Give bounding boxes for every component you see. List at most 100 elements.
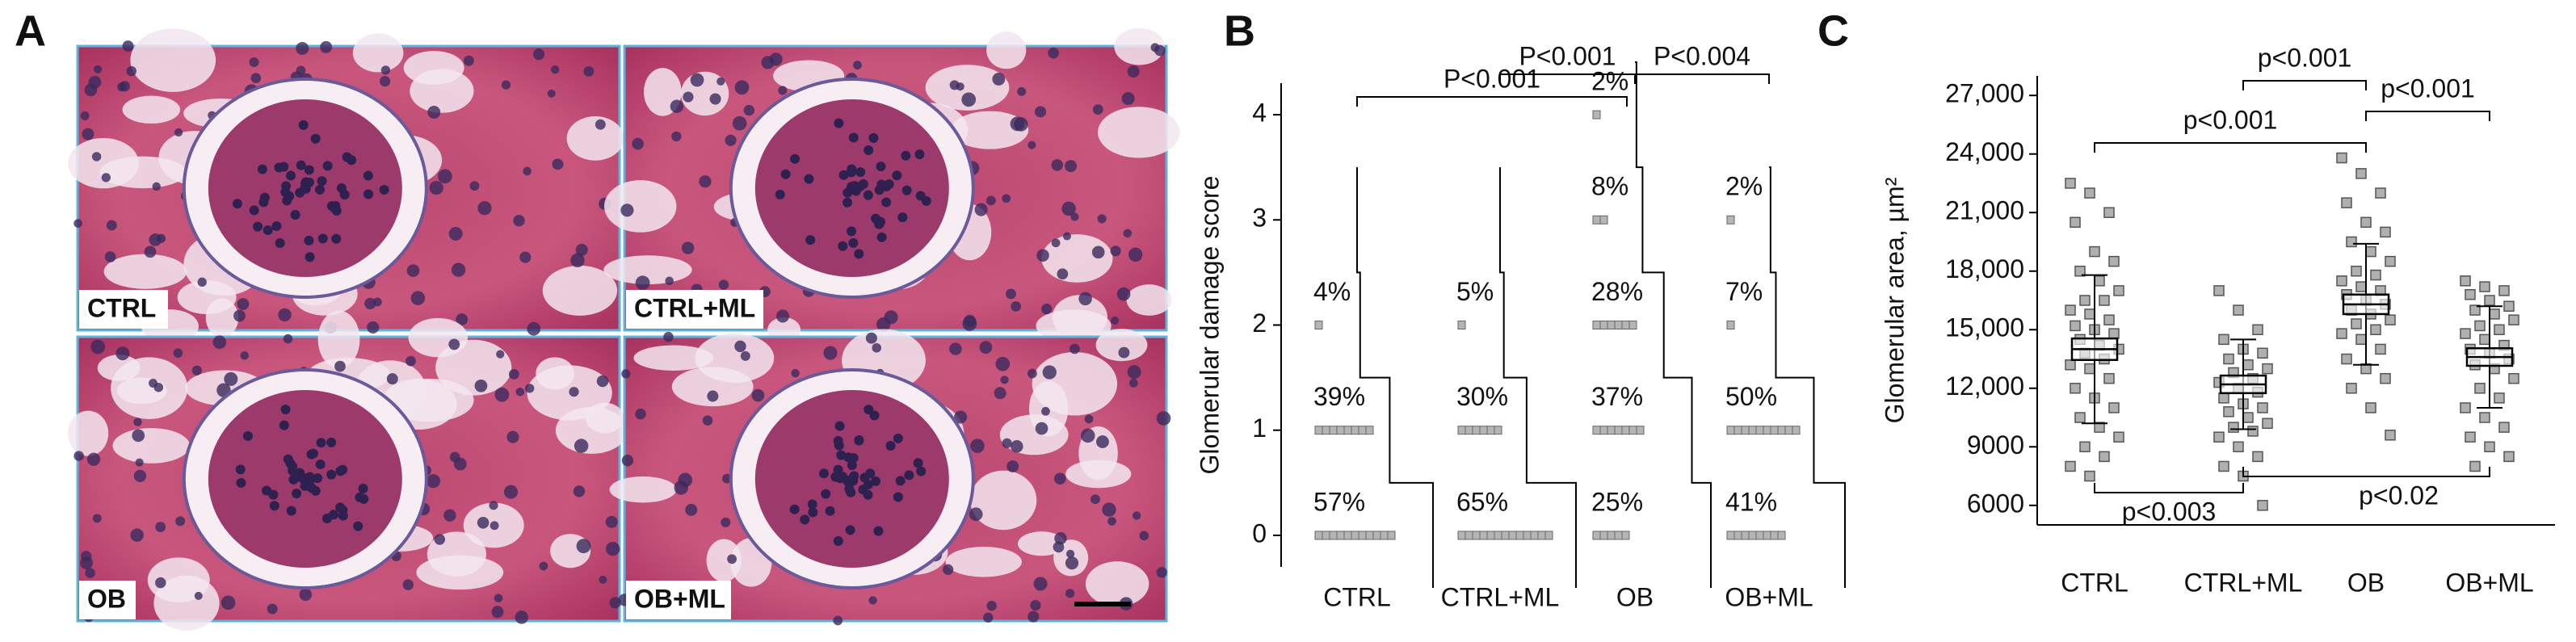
nucleus <box>671 131 682 142</box>
data-point <box>2479 281 2490 292</box>
nucleus <box>212 335 227 350</box>
data-point <box>2460 328 2471 339</box>
nucleus <box>316 438 326 448</box>
square <box>1763 531 1771 540</box>
data-point <box>2084 363 2095 375</box>
nucleus <box>573 485 586 497</box>
data-point <box>2503 300 2515 313</box>
nucleus <box>173 348 183 358</box>
nucleus <box>570 253 585 268</box>
significance-label: p<0.02 <box>2359 480 2439 510</box>
nucleus <box>1057 268 1069 280</box>
nucleus <box>808 507 818 518</box>
data-point <box>2336 275 2347 287</box>
nucleus <box>670 99 684 113</box>
data-point <box>2103 314 2115 325</box>
data-point <box>2346 236 2357 248</box>
lumen <box>1085 561 1149 607</box>
data-point <box>2380 226 2391 238</box>
nucleus <box>233 309 246 322</box>
nucleus <box>583 66 595 77</box>
nucleus <box>1121 91 1135 106</box>
significance-bracket <box>1634 73 1770 84</box>
square <box>1479 426 1488 435</box>
nucleus <box>1054 472 1066 485</box>
nucleus <box>313 473 323 484</box>
nucleus <box>496 350 505 359</box>
score-row <box>1592 321 1637 329</box>
square <box>1770 531 1779 540</box>
nucleus <box>1000 376 1009 384</box>
data-point <box>2094 275 2105 287</box>
score-row <box>1314 426 1374 435</box>
value-label: 57% <box>1313 487 1365 516</box>
nucleus <box>74 451 84 461</box>
nucleus <box>769 52 783 66</box>
nucleus <box>280 404 291 414</box>
nucleus <box>386 373 398 385</box>
nucleus <box>732 115 747 131</box>
nucleus <box>1006 460 1019 472</box>
nucleus <box>1065 589 1075 598</box>
score-row <box>1457 321 1466 329</box>
x-tick-label: OB <box>2347 568 2385 597</box>
nucleus <box>524 384 535 393</box>
label-box <box>626 290 763 329</box>
square <box>1777 531 1786 540</box>
nucleus <box>775 189 785 199</box>
square <box>1628 321 1637 329</box>
data-point <box>2079 441 2091 453</box>
nucleus <box>448 338 460 350</box>
value-label: 30% <box>1456 382 1508 411</box>
value-label: 65% <box>1456 487 1508 516</box>
lumen <box>986 31 1027 69</box>
nucleus <box>477 517 490 529</box>
data-point <box>2070 320 2081 332</box>
nucleus <box>876 232 887 242</box>
nucleus <box>833 615 843 626</box>
nucleus <box>295 468 305 478</box>
lumen <box>205 298 239 338</box>
nucleus <box>513 215 525 227</box>
data-point <box>2218 334 2229 346</box>
square <box>1755 426 1764 435</box>
square <box>1599 321 1608 329</box>
distribution-outline <box>1635 61 1712 589</box>
nucleus <box>155 577 166 589</box>
data-point <box>2089 245 2100 258</box>
nucleus <box>881 197 892 208</box>
nucleus <box>363 189 374 199</box>
nucleus <box>94 65 103 73</box>
y-tick-label: 1 <box>1252 413 1267 443</box>
lumen <box>695 333 775 383</box>
data-point <box>2242 412 2254 423</box>
lumen <box>122 95 181 124</box>
data-point <box>2108 328 2120 339</box>
nucleus <box>791 368 800 378</box>
nucleus <box>1139 531 1149 541</box>
nucleus <box>501 80 511 90</box>
data-point <box>2070 216 2081 229</box>
y-tick-label: 12,000 <box>1945 371 2024 401</box>
nucleus <box>847 226 857 237</box>
data-point <box>2365 402 2376 413</box>
nucleus <box>969 507 983 522</box>
nucleus <box>380 65 391 75</box>
nucleus <box>275 237 285 248</box>
panel-label: B <box>1224 6 1255 55</box>
nucleus <box>326 437 337 447</box>
score-row <box>1314 321 1323 329</box>
data-point <box>2494 324 2505 336</box>
square <box>1343 426 1352 435</box>
lumen <box>317 310 360 368</box>
nucleus <box>985 195 996 206</box>
nucleus <box>830 472 841 482</box>
data-point <box>2336 328 2347 339</box>
nucleus <box>279 420 289 430</box>
nucleus <box>681 241 695 254</box>
nucleus <box>986 600 997 611</box>
micrograph: CTRL <box>68 28 624 343</box>
nucleus <box>833 464 843 475</box>
data-point <box>2508 314 2519 325</box>
data-point <box>2242 359 2254 371</box>
